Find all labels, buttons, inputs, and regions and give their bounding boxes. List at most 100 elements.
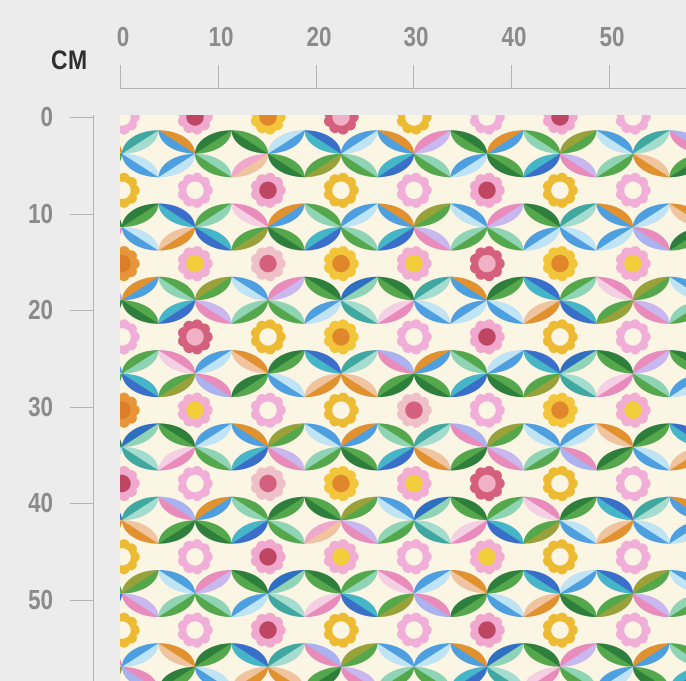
flower-motif [251,392,286,428]
orange-peel-cell [487,423,560,471]
orange-peel-cell [195,203,268,251]
vertical-ruler-tick [70,503,93,504]
center-star [633,276,686,324]
flower-motif [120,319,140,355]
leaf-inner [268,496,305,521]
orange-peel-cell [268,569,341,618]
flower-motif [616,612,651,648]
leaf-outer [633,350,670,374]
flower-motif [470,539,505,575]
leaf-outer [487,423,524,447]
leaf-outer [158,373,195,398]
flower-motif [251,539,286,575]
leaf-outer [596,446,633,471]
orange-peel-cell [195,130,268,178]
center-star [122,350,195,398]
flower-motif [470,115,505,135]
center-star [487,423,560,471]
leaf-outer [268,423,305,447]
leaf-outer [268,496,305,521]
flower-motif [324,612,359,648]
leaf-inner [669,304,686,324]
leaf-outer [120,593,122,602]
flower-motif [470,392,505,428]
flower-motif [470,319,505,355]
orange-peel-cell [414,496,487,544]
orange-peel-cell [633,130,686,178]
leaf-outer [596,373,633,398]
center-star [195,423,268,471]
orange-peel-cell [487,569,560,618]
center-star [122,276,195,324]
orange-peel-cell [120,423,122,455]
leaf-inner [122,276,159,301]
leaf-inner [231,227,268,251]
center-star [560,496,633,544]
flower-motif [543,246,578,282]
flower-motif [251,612,286,648]
flower-motif [251,172,286,208]
leaf-inner [599,666,633,681]
flower-motif [543,392,578,428]
leaf-inner [195,496,232,521]
leaf-outer [120,300,122,308]
orange-peel-cell [560,496,633,544]
orange-peel-cell [120,130,122,162]
leaf-outer [450,373,487,398]
center-star [414,423,487,471]
leaf-outer [414,276,451,301]
leaf-outer [450,446,487,471]
leaf-inner [669,450,686,471]
horizontal-ruler-label: 20 [306,21,332,52]
center-star [633,643,686,681]
flower-motif [616,115,651,135]
leaf-inner [161,666,195,681]
leaf-outer [120,446,122,455]
center-star [414,203,487,251]
center-star [341,643,414,681]
leaf-outer [304,446,341,471]
orange-peel-cell [487,203,560,251]
horizontal-ruler-label: 10 [208,21,234,52]
leaf-inner [341,496,378,521]
orange-peel-cell [268,276,341,324]
leaf-outer [633,496,670,521]
fabric-swatch-preview [120,115,686,681]
leaf-inner [669,130,686,154]
flower-motif [543,319,578,355]
flower-motif [120,115,140,135]
leaf-inner [414,276,451,301]
leaf-outer [195,276,232,301]
leaf-inner [669,524,686,544]
center-star [341,569,414,618]
flower-motif [120,612,140,648]
orange-peel-cell [633,203,686,251]
center-star [195,496,268,544]
center-star [122,643,195,681]
leaf-inner [304,227,341,251]
leaf-outer [414,350,451,374]
orange-peel-cell [560,350,633,398]
flower-motif [397,612,432,648]
center-star [120,666,122,667]
center-star [414,496,487,544]
leaf-inner [526,666,560,681]
center-star [414,130,487,178]
flower-motif [397,172,432,208]
leaf-outer [304,373,341,398]
leaf-outer [268,350,305,374]
orange-peel-cell [341,276,414,324]
center-star [195,569,268,618]
orange-peel-cell [560,130,633,178]
leaf-outer [120,153,122,162]
center-star [195,276,268,324]
flower-motif [120,172,140,208]
orange-peel-cell [414,203,487,251]
center-star [268,496,341,544]
center-star [487,130,560,178]
leaf-inner [487,496,524,521]
orange-peel-cell [633,350,686,398]
center-star [560,643,633,681]
flower-motif [251,246,286,282]
flower-motif [543,465,578,502]
